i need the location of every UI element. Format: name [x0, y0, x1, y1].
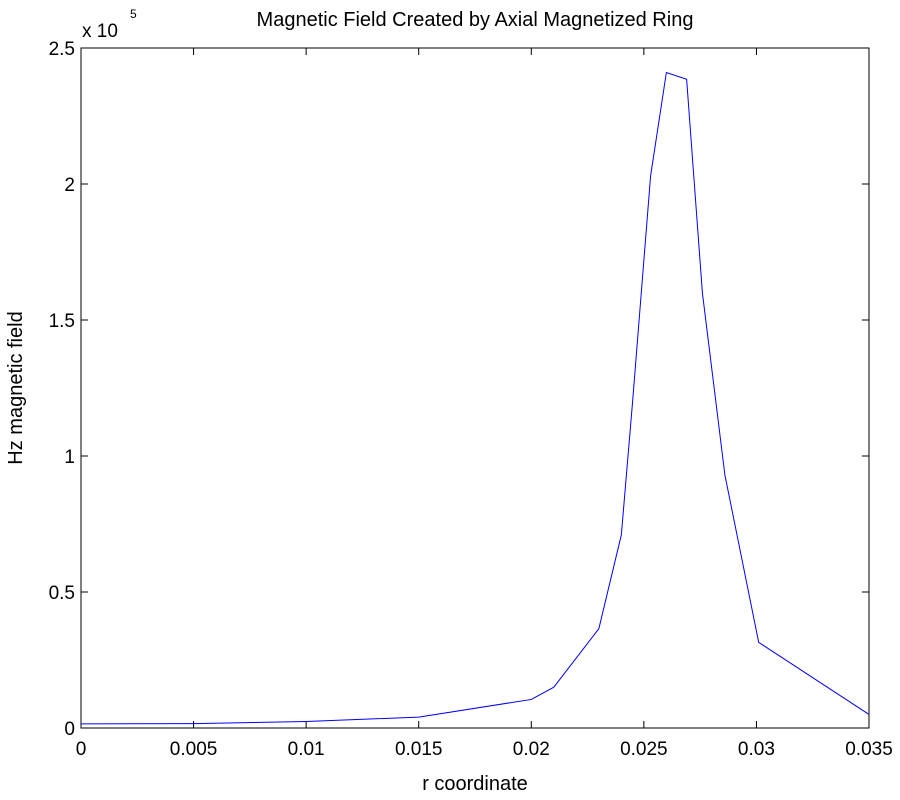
y-tick-label: 0.5 — [49, 583, 75, 604]
y-tick-label: 2.5 — [49, 39, 75, 60]
y-axis-ticks: 0 0.5 1 1.5 2 2.5 — [49, 39, 869, 740]
x-tick-label: 0.02 — [513, 739, 550, 760]
x-tick-label: 0.03 — [738, 739, 775, 760]
y-exponent-label: x 10 — [82, 21, 118, 42]
x-axis-ticks: 0 0.005 0.01 0.015 0.02 0.025 0.03 0.035 — [76, 48, 893, 760]
x-tick-label: 0.035 — [845, 739, 893, 760]
x-tick-label: 0.01 — [288, 739, 325, 760]
y-tick-label: 1 — [64, 447, 75, 468]
series-group — [80, 71, 870, 725]
x-tick-label: 0 — [76, 739, 87, 760]
y-tick-label: 0 — [64, 719, 75, 740]
x-axis-label: r coordinate — [422, 773, 528, 795]
y-exponent-power: 5 — [130, 7, 137, 21]
y-tick-label: 1.5 — [49, 311, 75, 332]
y-exponent-base: x 10 — [82, 21, 118, 42]
x-tick-label: 0.025 — [620, 739, 668, 760]
plot-area — [80, 47, 870, 729]
y-tick-label: 2 — [64, 175, 75, 196]
series-line — [80, 71, 870, 725]
chart-title: Magnetic Field Created by Axial Magnetiz… — [257, 9, 694, 31]
x-tick-label: 0.015 — [395, 739, 443, 760]
y-axis-label: Hz magnetic field — [5, 311, 27, 464]
x-tick-label: 0.005 — [170, 739, 218, 760]
